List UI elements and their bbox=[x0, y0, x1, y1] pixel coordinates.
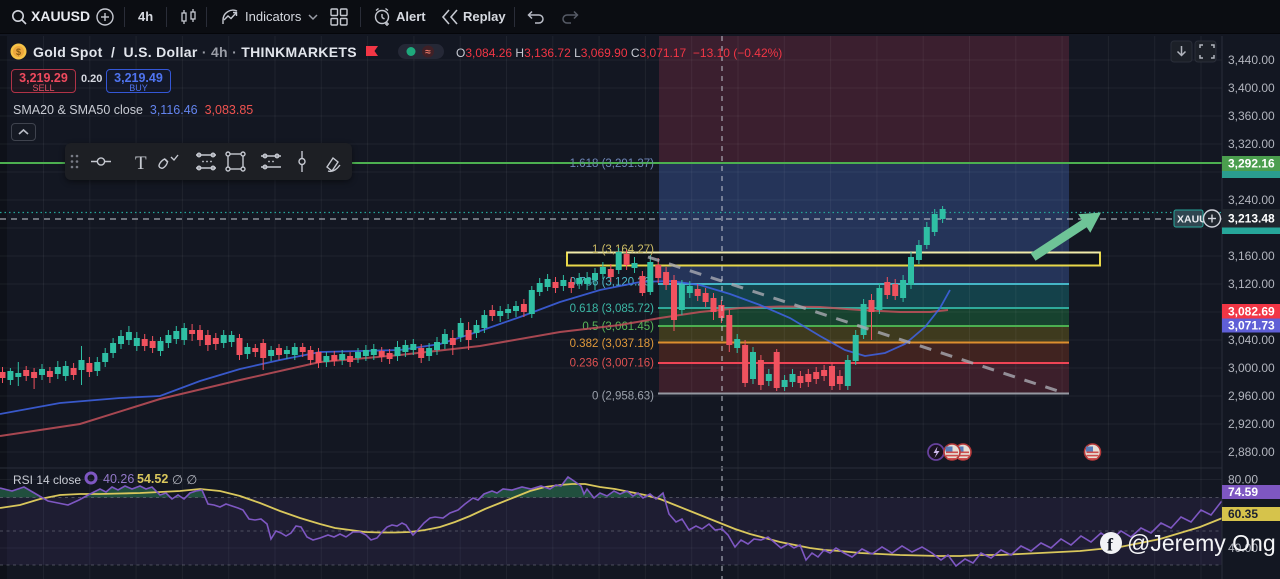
svg-text:0.382 (3,037.18): 0.382 (3,037.18) bbox=[570, 338, 655, 350]
svg-text:2,960.00: 2,960.00 bbox=[1228, 389, 1275, 403]
svg-text:3,213.48: 3,213.48 bbox=[1228, 211, 1275, 225]
svg-text:@Jeremy Ong: @Jeremy Ong bbox=[1127, 530, 1276, 556]
svg-text:0.5 (3,061.45): 0.5 (3,061.45) bbox=[582, 321, 654, 333]
svg-text:60.35: 60.35 bbox=[1228, 507, 1258, 521]
svg-text:2,920.00: 2,920.00 bbox=[1228, 417, 1275, 431]
svg-text:3,240.00: 3,240.00 bbox=[1228, 193, 1275, 207]
svg-text:40.00: 40.00 bbox=[1228, 541, 1258, 555]
svg-text:3,400.00: 3,400.00 bbox=[1228, 81, 1275, 95]
svg-text:3,292.16: 3,292.16 bbox=[1228, 157, 1275, 171]
svg-text:$: $ bbox=[16, 47, 21, 57]
svg-text:3,440.00: 3,440.00 bbox=[1228, 53, 1275, 67]
svg-text:2,880.00: 2,880.00 bbox=[1228, 445, 1275, 459]
svg-text:3,120.00: 3,120.00 bbox=[1228, 277, 1275, 291]
svg-text:80.00: 80.00 bbox=[1228, 473, 1258, 487]
svg-text:3,082.69: 3,082.69 bbox=[1228, 304, 1275, 318]
svg-text:3,160.00: 3,160.00 bbox=[1228, 249, 1275, 263]
svg-text:0 (2,958.63): 0 (2,958.63) bbox=[592, 391, 654, 403]
svg-text:T: T bbox=[135, 153, 147, 174]
svg-text:f: f bbox=[1107, 535, 1114, 555]
svg-text:XAUU: XAUU bbox=[1177, 214, 1207, 226]
svg-text:1 (3,164.27): 1 (3,164.27) bbox=[592, 244, 654, 256]
svg-text:0.236 (3,007.16): 0.236 (3,007.16) bbox=[570, 358, 655, 370]
svg-text:0.786 (3,120.26): 0.786 (3,120.26) bbox=[570, 277, 655, 289]
svg-text:3,360.00: 3,360.00 bbox=[1228, 109, 1275, 123]
svg-text:74.59: 74.59 bbox=[1228, 485, 1258, 499]
svg-text:3,040.00: 3,040.00 bbox=[1228, 333, 1275, 347]
svg-text:≈: ≈ bbox=[425, 47, 431, 58]
svg-text:3,000.00: 3,000.00 bbox=[1228, 361, 1275, 375]
svg-text:0.618 (3,085.72): 0.618 (3,085.72) bbox=[570, 303, 655, 315]
svg-text:3,320.00: 3,320.00 bbox=[1228, 137, 1275, 151]
svg-text:3,071.73: 3,071.73 bbox=[1228, 319, 1275, 333]
